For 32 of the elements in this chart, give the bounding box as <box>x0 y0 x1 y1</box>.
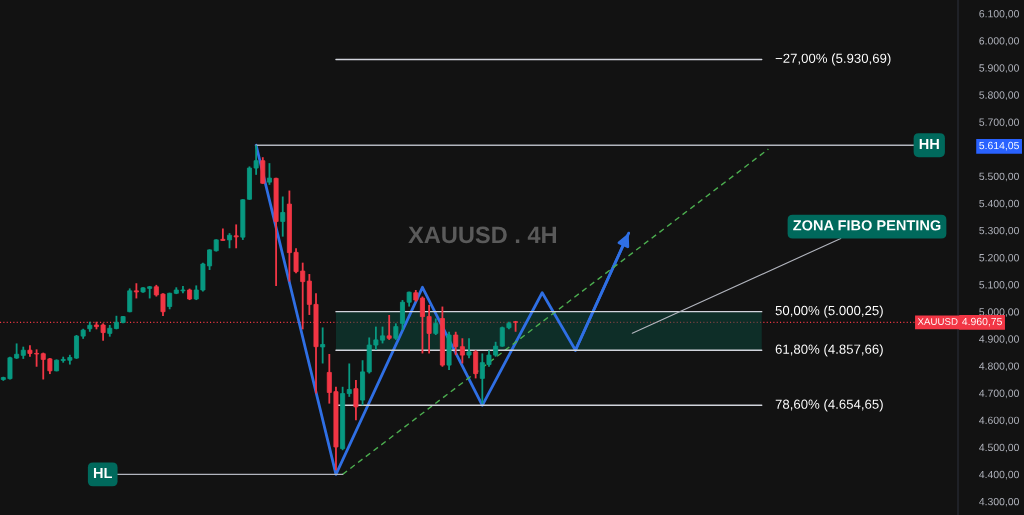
annotation: ZONA FIBO PENTING <box>793 220 941 231</box>
candlestick <box>466 337 472 360</box>
series-label: 78,60% (4.654,65) <box>775 399 883 412</box>
y-tick-label: 5.614,05 <box>979 141 1019 151</box>
y-tick-label: 4.500,00 <box>979 443 1019 453</box>
y-tick-label: 6.100,00 <box>979 10 1019 19</box>
ref-line-label: 4.960,75 <box>962 317 1002 327</box>
series-label: −27,00% (5.930,69) <box>775 53 891 66</box>
y-tick-label: 5.200,00 <box>979 254 1019 263</box>
y-tick-label: 4.900,00 <box>979 335 1019 344</box>
candlestick <box>266 162 272 186</box>
y-tick-label: 5.800,00 <box>979 91 1019 100</box>
y-tick-label: 5.500,00 <box>979 172 1019 182</box>
candlestick <box>133 282 139 300</box>
y-tick-label: 5.100,00 <box>979 281 1019 290</box>
series-label: 50,00% (5.000,25) <box>775 305 883 318</box>
candlestick <box>233 223 239 250</box>
y-tick-label: 4.400,00 <box>979 470 1019 480</box>
y-tick-label: 5.400,00 <box>979 199 1019 209</box>
annotation: XAUUSD <box>917 318 958 325</box>
series-label: HL <box>93 468 112 479</box>
y-tick-label: 5.700,00 <box>979 118 1019 128</box>
y-tick-label: 4.300,00 <box>979 497 1019 507</box>
y-tick-label: 5.900,00 <box>979 64 1019 73</box>
y-tick-label: 4.800,00 <box>979 362 1019 372</box>
series-label: 61,80% (4.857,66) <box>775 344 883 357</box>
y-tick-label: 4.700,00 <box>979 389 1019 399</box>
series-label: HH <box>919 139 939 150</box>
y-tick-label: 6.000,00 <box>979 37 1019 46</box>
text: XAUUSD . 4H <box>408 226 557 244</box>
y-tick-label: 4.600,00 <box>979 416 1019 426</box>
y-tick-label: 5.300,00 <box>979 226 1019 236</box>
